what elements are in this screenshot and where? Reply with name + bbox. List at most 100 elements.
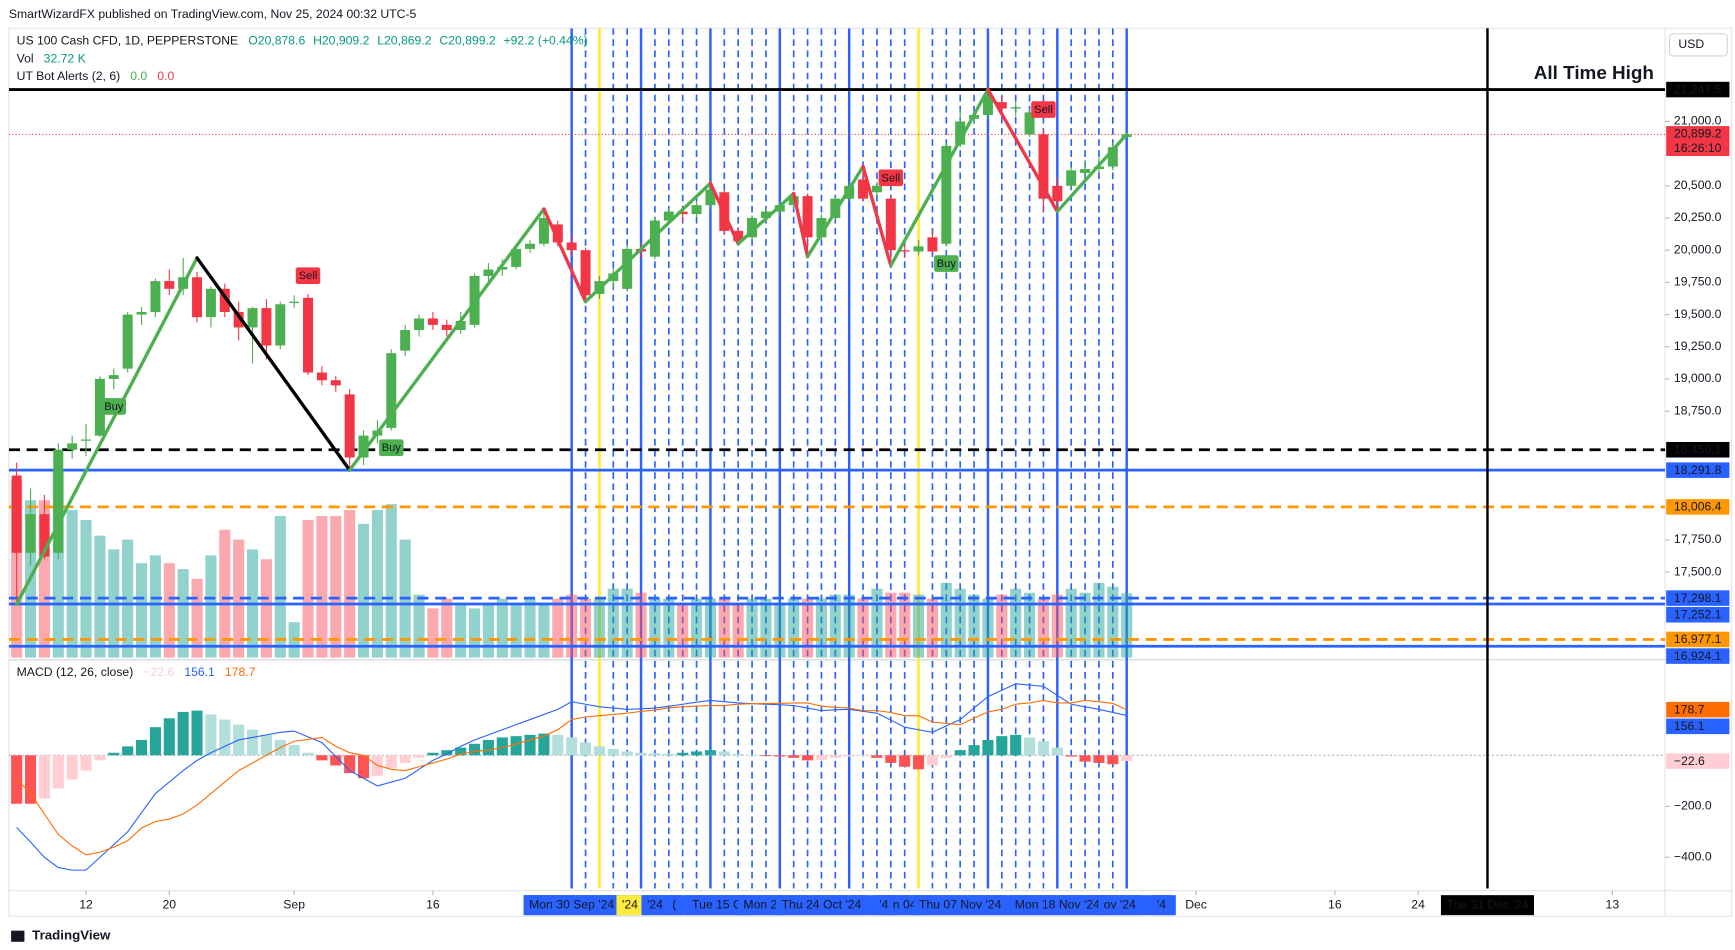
date-label: Thu 07 Nov '24 [919, 897, 1002, 911]
candle-body [150, 281, 161, 313]
candle-body [427, 318, 438, 325]
macd-hist-bar [968, 745, 980, 756]
level-label: 21,247.5 [1674, 82, 1722, 96]
plot-area [8, 28, 1666, 889]
legend: US 100 Cash CFD, 1D, PEPPERSTONE O20,878… [17, 34, 588, 48]
candle-body [1080, 169, 1091, 173]
y-tick-label: 20,000.0 [1674, 242, 1722, 256]
candle-body [871, 185, 882, 193]
candle-body [25, 514, 36, 553]
volume-bar [94, 535, 106, 658]
macd-hist-bar [677, 752, 689, 756]
symbol-title: US 100 Cash CFD, 1D, PEPPERSTONE [17, 34, 239, 48]
volume-bar [566, 594, 578, 658]
macd-hist-bar [219, 719, 231, 756]
signal-box [878, 169, 904, 187]
current-price-label: 20,899.2 [1674, 127, 1722, 141]
volume-bar [704, 598, 716, 658]
macd-hist-bar [357, 755, 370, 779]
macd-hist-bar [663, 753, 675, 756]
brand-name: TradingView [32, 928, 111, 943]
signal-label: Sell [882, 172, 901, 184]
candle-body [289, 301, 300, 303]
macd-hist-bar [482, 739, 494, 756]
candle-body [996, 102, 1007, 109]
x-tick-label: Dec [1185, 897, 1207, 911]
macd-hist-bar [940, 755, 952, 758]
volume-bar [774, 602, 786, 658]
candle-body [330, 380, 341, 386]
macd-hist-bar [815, 755, 827, 760]
volume-bar [219, 529, 231, 658]
macd-hist-bar [288, 745, 300, 756]
volume-bar [177, 569, 189, 658]
macd-hist-bar [913, 755, 925, 770]
zigzag-segment [708, 181, 740, 246]
published-note: SmartWizardFX published on TradingView.c… [9, 7, 417, 21]
macd-hist-bar [649, 753, 661, 756]
volume-bar [1037, 598, 1049, 658]
volume-bar [66, 510, 78, 658]
macd-hist-bar [413, 755, 425, 758]
date-label-box [737, 895, 783, 916]
macd-hist-bar [316, 755, 328, 761]
date-label: ov '24 [1104, 897, 1136, 911]
macd-hist-bar [205, 714, 217, 756]
currency: USD [1678, 37, 1704, 51]
macd-hist-bar [1024, 737, 1036, 756]
candle-body [94, 378, 105, 436]
candle-body [275, 304, 286, 346]
candle-body [219, 288, 230, 313]
level-label: 16,924.1 [1674, 649, 1722, 663]
macd-hist-bar [746, 755, 758, 756]
indicator-value: 0.0 [157, 69, 174, 83]
date-label-box [1151, 895, 1172, 916]
candle-body [982, 95, 993, 115]
volume-bar [524, 598, 536, 658]
date-label-box [523, 895, 620, 916]
date-label-box [1440, 895, 1534, 916]
currency-box[interactable] [1668, 33, 1728, 57]
candle-body [525, 243, 536, 249]
level-label-box [1666, 590, 1730, 606]
candle-body [316, 372, 327, 381]
volume-bar [815, 598, 827, 658]
zigzag-segment [583, 181, 713, 304]
current-price-label: 16:26:10 [1674, 141, 1722, 155]
candle-body [1038, 134, 1049, 199]
signal-box [934, 255, 959, 272]
candle-body [400, 330, 411, 351]
y-tick-label: 17,750.0 [1674, 532, 1722, 546]
macd-hist-bar [691, 751, 703, 756]
macd-hist-bar [802, 755, 814, 761]
macd-hist-bar [1051, 747, 1063, 756]
volume-bar [718, 598, 730, 658]
candle-body [705, 189, 716, 206]
volume-bar [122, 539, 134, 658]
volume-bar [538, 602, 550, 658]
macd-hist-bar [177, 711, 189, 756]
candle-body [414, 318, 425, 331]
candle-body [552, 224, 563, 243]
x-tick-label: 16 [426, 897, 440, 911]
signal-box [101, 398, 126, 415]
candle-body [580, 250, 591, 296]
date-label-box [686, 895, 749, 916]
date-label: '4 [879, 897, 888, 911]
volume-bar [663, 598, 675, 658]
level-label: 18,006.4 [1674, 500, 1722, 514]
signal-label: Sell [1034, 104, 1053, 116]
volume-bar [954, 588, 966, 658]
macd-hist-bar [38, 755, 50, 799]
date-label-box [666, 895, 682, 916]
volume-bar [163, 563, 175, 658]
volume-bar [385, 504, 397, 658]
volume-bar [1093, 582, 1105, 658]
macd-hist-bar [579, 742, 592, 756]
zigzag-segment [542, 207, 588, 304]
macd-hist-bar [122, 746, 134, 756]
volume-bar [1024, 592, 1036, 658]
volume-bar [871, 588, 883, 658]
date-label: Thu 24 Oct '24 [782, 897, 862, 911]
